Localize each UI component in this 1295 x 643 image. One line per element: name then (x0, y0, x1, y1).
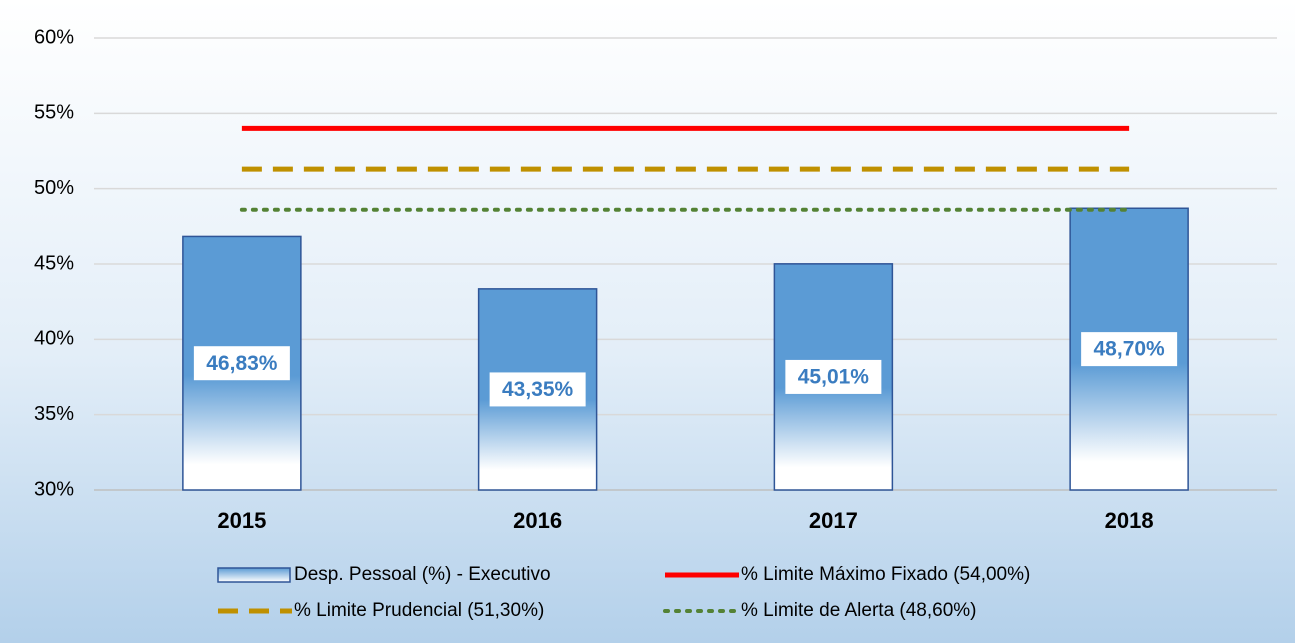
y-tick-label: 50% (34, 177, 74, 199)
x-tick-label: 2017 (809, 508, 858, 533)
value-label: 45,01% (798, 365, 870, 388)
value-label-box (785, 359, 882, 394)
y-tick-label: 45% (34, 252, 74, 274)
y-tick-label: 30% (34, 478, 74, 500)
x-tick-label: 2018 (1105, 508, 1154, 533)
legend-label: % Limite Prudencial (51,30%) (294, 600, 544, 621)
legend-label: Desp. Pessoal (%) - Executivo (294, 564, 551, 585)
x-tick-label: 2015 (217, 508, 266, 533)
legend-swatch (217, 567, 291, 583)
y-tick-label: 60% (34, 26, 74, 48)
value-label-box (489, 372, 586, 407)
y-tick-label: 35% (34, 403, 74, 425)
value-label-box (1081, 332, 1178, 367)
value-label: 46,83% (206, 352, 278, 375)
value-label: 43,35% (502, 378, 574, 401)
y-tick-label: 40% (34, 328, 74, 350)
value-label-box (193, 346, 290, 381)
value-label: 48,70% (1094, 338, 1166, 361)
legend-label: % Limite de Alerta (48,60%) (741, 600, 977, 621)
legend-label: % Limite Máximo Fixado (54,00%) (741, 564, 1030, 585)
y-tick-label: 55% (34, 102, 74, 124)
x-tick-label: 2016 (513, 508, 562, 533)
